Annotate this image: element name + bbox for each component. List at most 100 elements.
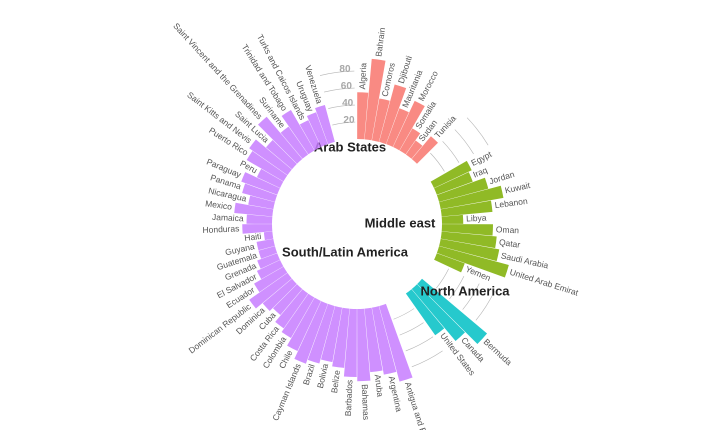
bar	[246, 214, 273, 224]
bar	[249, 272, 292, 309]
bar	[249, 139, 292, 176]
bar	[357, 92, 369, 140]
bar	[299, 120, 321, 151]
reference-line	[462, 283, 480, 310]
bar	[256, 238, 275, 251]
bar	[320, 306, 343, 363]
bar-label: Bahamas	[360, 384, 372, 420]
bar	[242, 224, 273, 234]
group-label: North America	[420, 283, 510, 298]
reference-line	[430, 152, 445, 172]
bar	[430, 160, 472, 188]
bar	[364, 58, 386, 141]
bar-label: Bolivia	[315, 362, 330, 389]
bar-label: Oman	[496, 224, 520, 235]
bar	[315, 105, 335, 145]
bar-label: Bermuda	[482, 337, 514, 368]
y-tick-label: 80	[339, 64, 351, 75]
bar	[399, 128, 421, 155]
bar-label: Kuwait	[504, 180, 532, 195]
bar-label: Libya	[466, 213, 487, 224]
bar	[371, 98, 390, 142]
bar	[258, 246, 278, 259]
bar	[440, 200, 493, 217]
bar	[273, 284, 303, 316]
bar	[248, 195, 275, 210]
bar	[379, 303, 413, 382]
y-tick-label: 20	[343, 115, 355, 126]
bar	[281, 293, 315, 338]
bar	[393, 100, 425, 151]
bar	[439, 185, 504, 210]
reference-line	[436, 268, 449, 289]
bar-label: Cayman Islands	[270, 362, 303, 422]
bar	[265, 140, 297, 170]
bar	[405, 140, 423, 159]
bar-label: Bahrain	[373, 27, 387, 58]
group-label: South/Latin America	[282, 244, 409, 259]
bar	[262, 278, 297, 311]
reference-line	[442, 141, 460, 163]
reference-line	[454, 129, 474, 155]
bar-label: Qatar	[498, 237, 521, 250]
group-label: Arab States	[314, 139, 386, 154]
bar	[234, 202, 274, 217]
bar	[287, 297, 321, 352]
bar	[436, 246, 509, 278]
bar-label: Barbados	[343, 380, 355, 417]
reference-line	[466, 117, 489, 146]
bar-label: Jamaica	[212, 212, 244, 223]
reference-line	[332, 121, 356, 126]
bar	[434, 172, 473, 195]
bar	[417, 278, 488, 344]
bar	[439, 238, 500, 262]
bar-label: Saint Vincent and the Grenadines	[171, 21, 264, 121]
reference-line	[405, 336, 434, 352]
bar	[246, 151, 288, 182]
bar	[440, 231, 497, 249]
bar-label: Honduras	[202, 223, 239, 235]
reference-line	[411, 350, 443, 368]
bar-label: Lebanon	[494, 196, 528, 210]
bar	[332, 307, 350, 368]
bar-label: Aruba	[373, 374, 386, 398]
y-tick-label: 60	[341, 81, 353, 92]
bar-label: Antigua and Barbuda	[403, 381, 437, 430]
bar	[371, 306, 397, 375]
bar	[357, 308, 371, 382]
bar	[364, 307, 383, 373]
bar-label: Belize	[329, 369, 342, 394]
bar	[434, 253, 465, 273]
bar	[242, 183, 278, 202]
bar	[281, 110, 315, 155]
bar	[254, 266, 288, 293]
bar	[379, 84, 407, 145]
bar	[441, 224, 493, 236]
bar	[306, 112, 328, 147]
reference-line	[319, 70, 355, 76]
bar	[411, 136, 438, 164]
bar	[307, 303, 335, 364]
bar-label: Haiti	[244, 231, 262, 243]
bar	[275, 289, 309, 329]
bar	[280, 126, 309, 159]
reference-line	[328, 104, 355, 109]
bar	[294, 301, 328, 364]
bar	[436, 177, 489, 202]
reference-line	[399, 322, 424, 336]
bar	[405, 289, 445, 336]
bar	[263, 231, 274, 241]
bar-label: Egypt	[469, 149, 493, 168]
y-tick-label: 40	[342, 98, 354, 109]
bar	[257, 253, 280, 269]
bar-label: Algeria	[357, 62, 368, 89]
bar	[411, 284, 465, 342]
reference-line	[393, 308, 415, 320]
bar	[441, 214, 464, 224]
reference-line	[324, 87, 355, 93]
bar	[343, 308, 357, 377]
reference-line	[475, 290, 495, 321]
group-label: Middle east	[365, 215, 436, 230]
bar	[241, 172, 280, 195]
